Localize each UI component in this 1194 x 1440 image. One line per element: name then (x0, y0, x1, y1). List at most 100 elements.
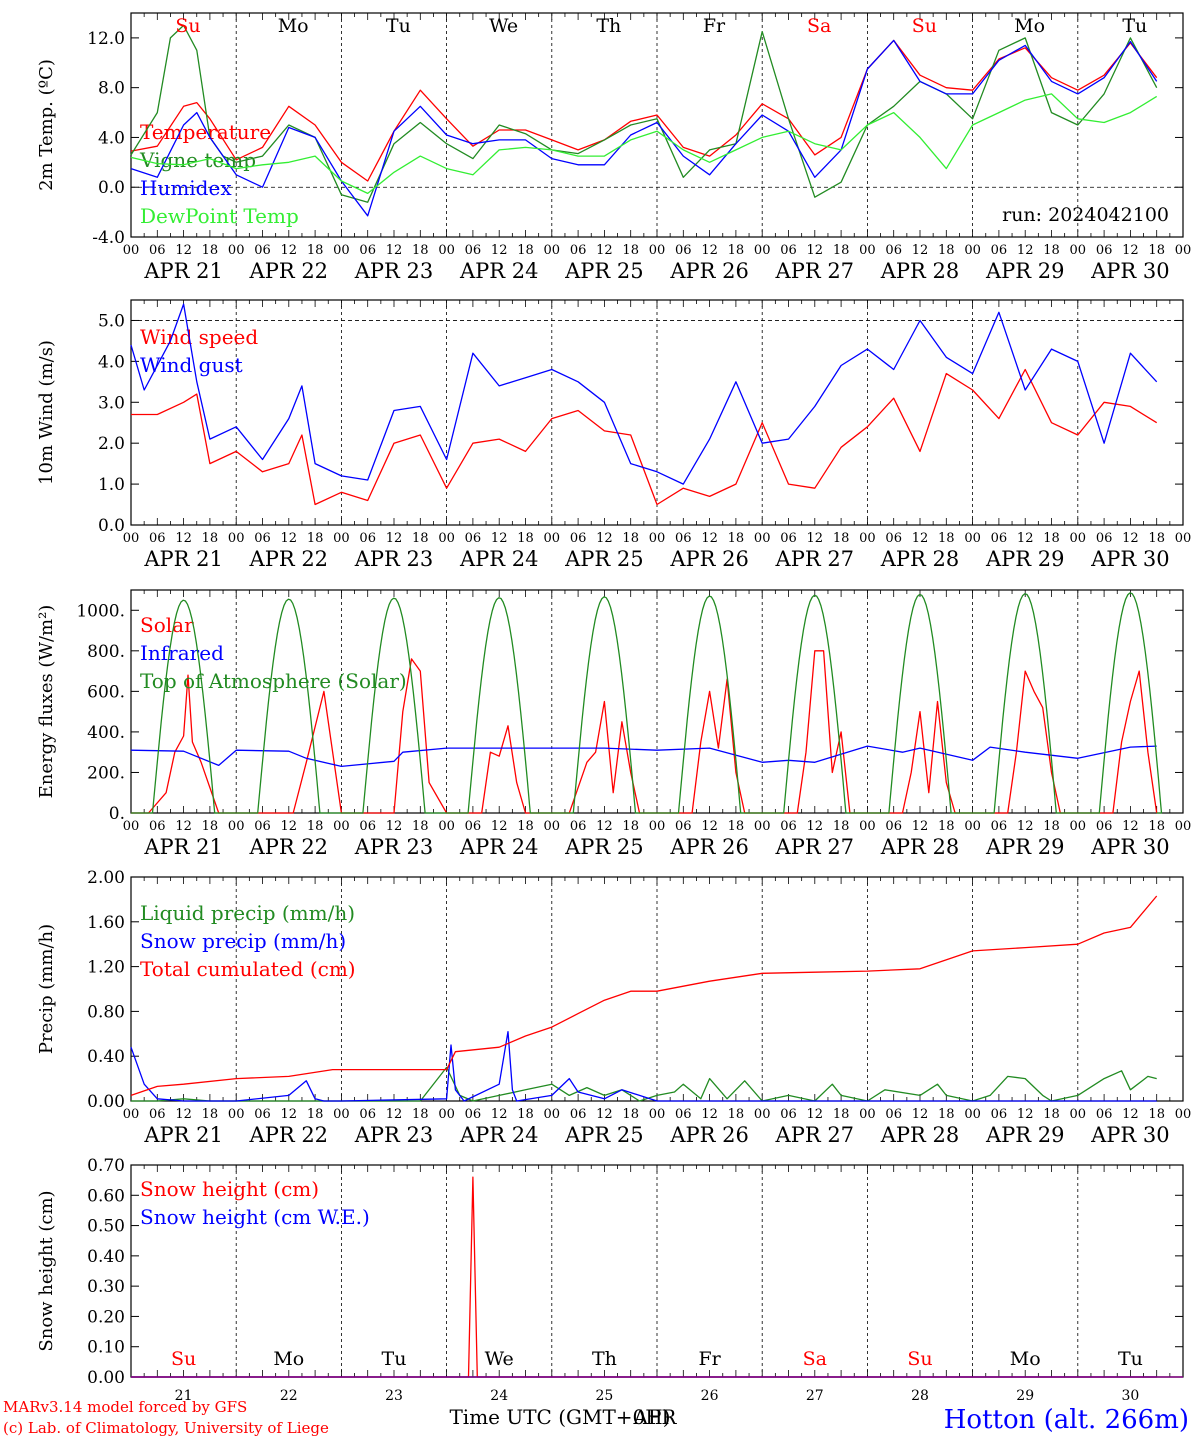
weekday-label: Tu (386, 15, 411, 37)
y-tick-label: 0.80 (87, 1002, 125, 1022)
series-wind-speed-line (131, 368, 1158, 506)
y-tick-label: 4.0 (98, 352, 125, 372)
date-label: APR 25 (564, 547, 644, 571)
y-tick-label: 200. (87, 763, 125, 783)
hour-tick-label: 18 (412, 1107, 429, 1122)
hour-tick-label: 00 (333, 1107, 350, 1122)
date-label: APR 30 (1090, 547, 1170, 571)
y-tick-label: 0. (109, 804, 125, 824)
hour-tick-label: 00 (544, 819, 561, 834)
hour-tick-label: 00 (649, 819, 666, 834)
hour-tick-label: 12 (807, 531, 824, 546)
y-axis-label: 2m Temp. (ºC) (36, 59, 57, 191)
legend-temperature: Temperature (140, 120, 271, 144)
hour-tick-label: 18 (1043, 819, 1060, 834)
date-label: APR 25 (564, 835, 644, 859)
hour-tick-label: 06 (991, 819, 1008, 834)
hour-tick-label: 18 (1148, 243, 1165, 258)
hour-tick-label: 18 (833, 819, 850, 834)
hour-tick-label: 00 (964, 1107, 981, 1122)
hour-tick-label: 12 (807, 819, 824, 834)
hour-tick-label: 06 (780, 819, 797, 834)
hour-tick-label: 00 (438, 243, 455, 258)
weekday-label: Su (912, 15, 937, 37)
y-tick-label: 0.40 (87, 1247, 125, 1267)
date-label: APR 29 (985, 835, 1065, 859)
y-axis-label: Snow height (cm) (36, 1190, 57, 1351)
hour-tick-label: 12 (386, 1107, 403, 1122)
hour-tick-label: 12 (701, 531, 718, 546)
legend-snow-height-cm-w-e: Snow height (cm W.E.) (140, 1205, 370, 1229)
hour-tick-label: 00 (859, 819, 876, 834)
hour-tick-label: 18 (938, 1107, 955, 1122)
hour-tick-label: 12 (1017, 819, 1034, 834)
date-label: APR 23 (354, 835, 434, 859)
hour-tick-label: 00 (333, 531, 350, 546)
day-number-label: 21 (175, 1388, 193, 1404)
hour-tick-label: 06 (465, 243, 482, 258)
y-tick-label: -4.0 (92, 228, 125, 248)
hour-tick-label: 06 (1096, 819, 1113, 834)
hour-tick-label: 18 (412, 819, 429, 834)
legend-snow-precip-mm-h: Snow precip (mm/h) (140, 929, 346, 953)
hour-tick-label: 12 (912, 531, 929, 546)
hour-tick-label: 18 (938, 243, 955, 258)
hour-tick-label: 18 (1043, 1107, 1060, 1122)
legend-humidex: Humidex (140, 176, 232, 200)
hour-tick-label: 12 (386, 819, 403, 834)
y-tick-label: 0.40 (87, 1047, 125, 1067)
hour-tick-label: 18 (517, 531, 534, 546)
hour-tick-label: 18 (938, 531, 955, 546)
hour-tick-label: 00 (544, 531, 561, 546)
hour-tick-label: 00 (544, 243, 561, 258)
y-tick-label: 3.0 (98, 393, 125, 413)
y-axis-label: Energy fluxes (W/m²) (36, 605, 57, 799)
hour-tick-label: 00 (228, 531, 245, 546)
hour-tick-label: 12 (807, 243, 824, 258)
hour-tick-label: 18 (412, 243, 429, 258)
date-label: APR 21 (143, 259, 223, 283)
hour-tick-label: 00 (333, 819, 350, 834)
y-tick-label: 1.20 (87, 958, 125, 978)
hour-tick-label: 18 (517, 1107, 534, 1122)
hour-tick-label: 12 (386, 531, 403, 546)
hour-tick-label: 06 (780, 1107, 797, 1122)
date-label: APR 25 (564, 259, 644, 283)
y-tick-label: 800. (87, 642, 125, 662)
hour-tick-label: 12 (491, 531, 508, 546)
y-tick-label: 0.60 (87, 1186, 125, 1206)
panel-2-frame (130, 299, 1184, 526)
station-name: Hotton (alt. 266m) (944, 1405, 1189, 1435)
hour-tick-label: 00 (123, 243, 140, 258)
weekday-label: Sa (803, 1348, 827, 1370)
hour-tick-label: 12 (491, 1107, 508, 1122)
hour-tick-label: 12 (281, 1107, 298, 1122)
hour-tick-label: 12 (281, 819, 298, 834)
y-tick-label: 0.20 (87, 1307, 125, 1327)
hour-tick-label: 18 (202, 819, 219, 834)
date-label: APR 26 (669, 547, 749, 571)
weekday-label: Tu (1118, 1348, 1143, 1370)
date-label: APR 24 (459, 547, 539, 571)
hour-tick-label: 12 (386, 243, 403, 258)
date-label: APR 23 (354, 547, 434, 571)
hour-tick-label: 18 (833, 1107, 850, 1122)
hour-tick-label: 00 (1070, 531, 1087, 546)
x-axis-label-overlay: APR (633, 1405, 678, 1429)
day-number-label: 22 (280, 1388, 298, 1404)
series-top-of-atmosphere-solar-line (131, 592, 1163, 814)
y-tick-label: 2.00 (87, 868, 125, 888)
date-label: APR 25 (564, 1123, 644, 1147)
hour-tick-label: 00 (964, 243, 981, 258)
hour-tick-label: 06 (780, 243, 797, 258)
hour-tick-label: 00 (859, 243, 876, 258)
hour-tick-label: 18 (728, 531, 745, 546)
legend-infrared: Infrared (140, 641, 224, 665)
hour-tick-label: 12 (596, 531, 613, 546)
hour-tick-label: 06 (465, 819, 482, 834)
date-label: APR 21 (143, 1123, 223, 1147)
series-wind-gust-line (130, 303, 1158, 485)
weekday-label: Tu (382, 1348, 407, 1370)
hour-tick-label: 12 (596, 819, 613, 834)
